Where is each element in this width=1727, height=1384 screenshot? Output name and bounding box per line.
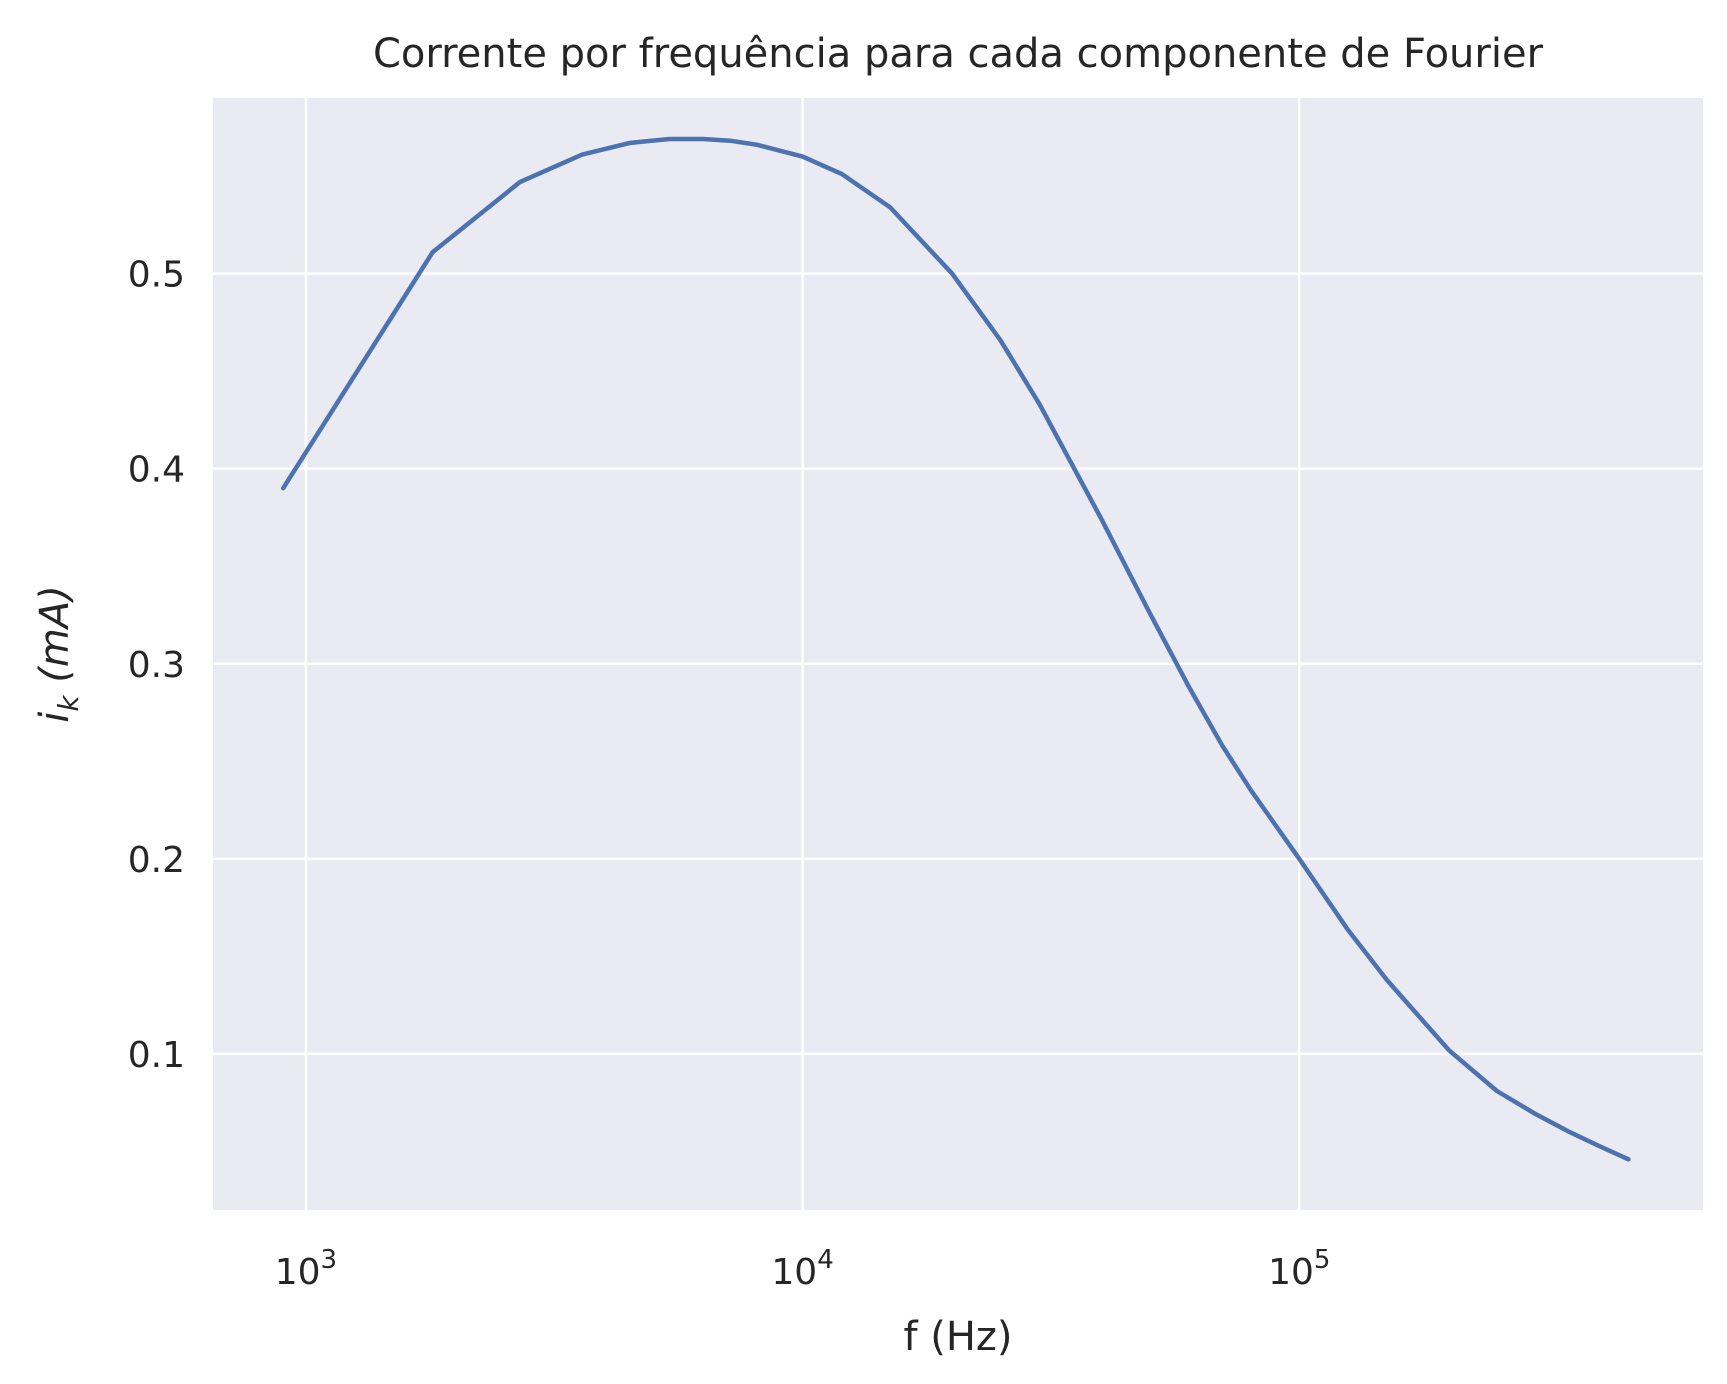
y-tick-label-1: 0.2 — [128, 840, 185, 881]
y-axis-label-main: i — [32, 712, 78, 723]
grid — [213, 98, 1703, 1210]
y-axis-label: ik (mA) — [32, 585, 85, 723]
x-tick-label-2: 105 — [1268, 1245, 1330, 1293]
y-tick-label-4: 0.5 — [128, 255, 185, 296]
x-tick-base: 10 — [1268, 1252, 1314, 1293]
y-tick-label-2: 0.3 — [128, 645, 185, 686]
x-tick-exponent: 4 — [817, 1245, 834, 1275]
chart-title: Corrente por frequência para cada compon… — [373, 31, 1544, 77]
y-tick-label-0: 0.1 — [128, 1035, 185, 1076]
x-tick-base: 10 — [771, 1252, 817, 1293]
y-tick-labels: 0.1 0.2 0.3 0.4 0.5 — [128, 255, 185, 1076]
series-line — [280, 136, 1631, 1162]
x-tick-label-0: 103 — [275, 1245, 337, 1293]
x-tick-exponent: 5 — [1314, 1245, 1331, 1275]
x-tick-labels: 103 104 105 — [275, 1245, 1331, 1293]
y-axis-label-rest: (mA) — [32, 585, 78, 695]
plot-background — [213, 98, 1703, 1210]
x-tick-exponent: 3 — [321, 1245, 338, 1275]
x-tick-base: 10 — [275, 1252, 321, 1293]
y-tick-label-3: 0.4 — [128, 450, 185, 491]
x-axis-label: f (Hz) — [903, 1314, 1012, 1360]
x-tick-label-1: 104 — [771, 1245, 833, 1293]
y-axis-label-sub: k — [52, 694, 85, 712]
